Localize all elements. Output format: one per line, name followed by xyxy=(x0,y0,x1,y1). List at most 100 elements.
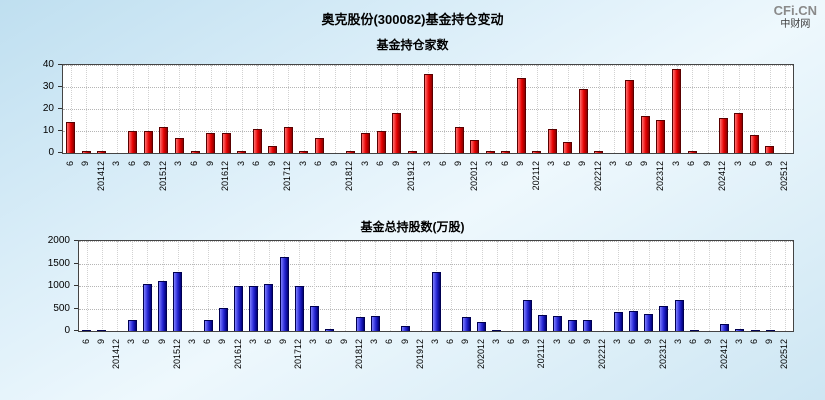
v-gridline xyxy=(193,241,194,331)
v-gridline xyxy=(649,241,650,331)
bar xyxy=(614,312,623,331)
v-gridline xyxy=(117,65,118,153)
bar xyxy=(253,129,262,153)
v-gridline xyxy=(618,241,619,331)
y-tick-label: 40 xyxy=(42,59,54,70)
v-gridline xyxy=(288,65,289,153)
y-tick-label: 30 xyxy=(42,81,54,92)
v-gridline xyxy=(133,65,134,153)
v-gridline xyxy=(599,65,600,153)
v-gridline xyxy=(573,241,574,331)
v-gridline xyxy=(360,241,361,331)
v-gridline xyxy=(345,241,346,331)
bar xyxy=(751,330,760,331)
bar xyxy=(144,131,153,153)
v-gridline xyxy=(71,65,72,153)
v-gridline xyxy=(226,65,227,153)
v-gridline xyxy=(132,241,133,331)
y-tick-mark xyxy=(58,108,62,109)
bar xyxy=(325,329,334,331)
v-gridline xyxy=(785,241,786,331)
bar xyxy=(356,317,365,331)
bar xyxy=(672,69,681,153)
v-gridline xyxy=(319,65,320,153)
bar xyxy=(641,116,650,153)
v-gridline xyxy=(664,241,665,331)
v-gridline xyxy=(87,241,88,331)
v-gridline xyxy=(412,65,413,153)
bar xyxy=(424,74,433,153)
bar xyxy=(128,131,137,153)
v-gridline xyxy=(257,65,258,153)
cfi-site-text: 中财网 xyxy=(780,18,811,30)
bar xyxy=(568,320,577,331)
bar xyxy=(173,272,182,331)
v-gridline xyxy=(366,65,367,153)
v-gridline xyxy=(552,65,553,153)
bar xyxy=(128,320,137,331)
y-tick-mark xyxy=(74,308,78,309)
v-gridline xyxy=(537,65,538,153)
y-tick-label: 1500 xyxy=(47,258,70,269)
y-tick-mark xyxy=(74,263,78,264)
y-tick-mark xyxy=(74,330,78,331)
funds-count-chart-title: 基金持仓家数 xyxy=(376,38,449,52)
y-tick-label: 1000 xyxy=(47,280,70,291)
v-gridline xyxy=(603,241,604,331)
bar xyxy=(532,151,541,153)
bar xyxy=(299,151,308,153)
bar xyxy=(492,330,501,331)
y-tick-label: 500 xyxy=(53,303,70,314)
v-gridline xyxy=(211,65,212,153)
plot-area-funds-count xyxy=(62,64,794,154)
v-gridline xyxy=(709,241,710,331)
bar xyxy=(97,151,106,153)
y-tick-mark xyxy=(58,152,62,153)
v-gridline xyxy=(725,241,726,331)
y-tick-mark xyxy=(58,130,62,131)
bar xyxy=(159,127,168,153)
cfi-watermark: CFi.CN 中财网 xyxy=(774,3,817,30)
v-gridline xyxy=(406,241,407,331)
y-tick-label: 0 xyxy=(64,325,70,336)
bar xyxy=(625,80,634,153)
bar xyxy=(720,324,729,331)
v-gridline xyxy=(694,241,695,331)
bar xyxy=(401,326,410,331)
v-gridline xyxy=(482,241,483,331)
v-gridline xyxy=(739,65,740,153)
v-gridline xyxy=(314,241,315,331)
bar xyxy=(735,329,744,331)
v-gridline xyxy=(397,65,398,153)
bar xyxy=(371,316,380,331)
v-gridline xyxy=(195,65,196,153)
v-gridline xyxy=(102,241,103,331)
bar xyxy=(690,330,699,331)
bar xyxy=(750,135,759,153)
v-gridline xyxy=(679,241,680,331)
total-shares-chart-title: 基金总持股数(万股) xyxy=(360,220,465,234)
v-gridline xyxy=(785,65,786,153)
v-gridline xyxy=(466,241,467,331)
v-gridline xyxy=(350,65,351,153)
bar xyxy=(688,151,697,153)
bar xyxy=(408,151,417,153)
bar xyxy=(97,330,106,331)
v-gridline xyxy=(723,65,724,153)
bar xyxy=(206,133,215,153)
y-tick-mark xyxy=(58,86,62,87)
v-gridline xyxy=(490,65,491,153)
v-gridline xyxy=(164,65,165,153)
v-gridline xyxy=(568,65,569,153)
bar xyxy=(219,308,228,331)
bar xyxy=(143,284,152,331)
bar xyxy=(432,272,441,331)
v-gridline xyxy=(770,241,771,331)
bar xyxy=(249,286,258,331)
v-gridline xyxy=(451,241,452,331)
bar xyxy=(234,286,243,331)
bar xyxy=(470,140,479,153)
bar xyxy=(523,300,532,331)
v-gridline xyxy=(661,65,662,153)
